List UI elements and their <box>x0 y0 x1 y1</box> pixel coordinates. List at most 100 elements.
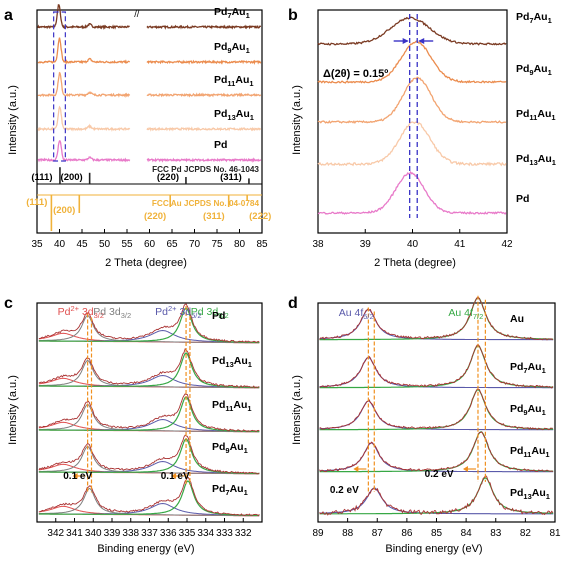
panel-b-arrowhead-right <box>418 38 425 44</box>
panel-a-ylabel: Intensity (a.u.) <box>7 85 19 155</box>
panel-a-series-label: Pd <box>214 139 227 151</box>
panel-c-xtick-label: 335 <box>179 528 196 539</box>
panel-b-arrowhead-left <box>402 38 409 44</box>
panel-c-xtick-label: 338 <box>122 528 139 539</box>
panel-d-xlabel: Binding energy (eV) <box>385 543 482 555</box>
panel-c-xtick-label: 342 <box>47 528 64 539</box>
panel-d-xtick-label: 84 <box>461 528 473 539</box>
panel-d-shift-arrowhead <box>353 466 359 472</box>
panel-a-ref-pd-label: FCC Pd JCPDS No. 46-1043 <box>152 165 259 174</box>
panel-a-curve <box>37 71 262 98</box>
panel-a-references: FCC Pd JCPDS No. 46-1043 (111) (200) (220) (… <box>26 165 271 231</box>
panel-c-fit-pd-52 <box>38 352 260 389</box>
panel-a-series-label: Pd9Au1 <box>214 41 250 55</box>
panel-a-ref-pd-hkl: (311) <box>220 172 242 183</box>
panel-c-xtick-label: 336 <box>160 528 177 539</box>
panel-a-ref-au-label: FCC Au JCPDS No. 04-0784 <box>152 199 260 208</box>
panel-d-shift-label: 0.2 eV <box>330 485 359 496</box>
panel-d-letter: d <box>288 295 298 312</box>
panel-a-curve <box>37 140 262 163</box>
panel-a-xtick-label: 35 <box>31 239 43 250</box>
panel-a-axis-break <box>135 11 142 19</box>
panel-a: a Intensity (a.u.) 2 Theta (degree) 35 40… <box>4 4 271 269</box>
panel-b-xtick-label: 39 <box>360 239 372 250</box>
panel-a-xtick-label: 70 <box>189 239 201 250</box>
panel-a-xtick-label: 55 <box>121 239 133 250</box>
panel-a-frame <box>36 9 263 234</box>
panel-d-ticks: 89 88 87 86 85 84 83 82 81 <box>312 518 561 539</box>
panel-a-break-mark: // <box>134 9 140 19</box>
panel-a-ref-pd-hkl: (220) <box>157 172 179 183</box>
panel-c: c Intensity (a.u.) Binding energy (eV) 3… <box>4 295 263 555</box>
panel-a-xtick-label: 65 <box>166 239 178 250</box>
panel-d-series-label: Pd9Au1 <box>510 403 546 417</box>
panel-a-series-label: Pd13Au1 <box>214 108 254 122</box>
panel-b-letter: b <box>288 7 298 24</box>
panel-c-series-label: Pd11Au1 <box>212 399 252 413</box>
panel-a-ref-au-hkl: (200) <box>53 205 75 216</box>
panel-b-curve <box>317 16 507 46</box>
panel-b-ylabel: Intensity (a.u.) <box>291 85 303 155</box>
panel-c-series-label: Pd9Au1 <box>212 441 248 455</box>
panel-b-curve <box>317 40 507 84</box>
panel-d-xtick-label: 81 <box>549 528 561 539</box>
panel-b-xlabel: 2 Theta (degree) <box>374 257 456 269</box>
panel-b-curve <box>317 76 507 124</box>
panel-a-ref-au-hkl: (111) <box>26 197 47 208</box>
panel-c-frame <box>36 302 263 523</box>
panel-c-xtick-label: 339 <box>104 528 121 539</box>
panel-c-series-label: Pd7Au1 <box>212 483 248 497</box>
panel-d: d Intensity (a.u.) Binding energy (eV) 8… <box>288 295 561 555</box>
panel-b-curve <box>317 170 507 215</box>
panel-c-fit-pd-32 <box>38 359 260 389</box>
panel-c-plot: Pd2+ 3d3/2Pd 3d3/2 Pd2+ 3d5/2Pd 3d5/2 0.1 … <box>36 302 263 523</box>
panel-c-fit-pd-32 <box>38 403 260 433</box>
panel-c-ylabel: Intensity (a.u.) <box>7 375 19 445</box>
panel-b-series-label: Pd9Au1 <box>516 63 552 77</box>
panel-d-raw-data <box>319 431 554 472</box>
panel-d-xtick-label: 88 <box>342 528 354 539</box>
panel-b-series-label: Pd11Au1 <box>516 108 556 122</box>
panel-a-series-labels: Pd7Au1 Pd9Au1 Pd11Au1 Pd13Au1 Pd <box>214 6 254 151</box>
panel-c-shift-label: 0.1 eV <box>63 471 92 482</box>
panel-a-ref-pd-hkl: (111) <box>31 172 52 183</box>
panel-c-raw-data <box>38 393 260 433</box>
panel-c-series-labels: Pd Pd13Au1 Pd11Au1 Pd9Au1 Pd7Au1 <box>212 310 252 497</box>
panel-c-component-label: Pd 3d5/2 <box>191 306 229 320</box>
panel-c-xlabel: Binding energy (eV) <box>97 543 194 555</box>
panel-d-plot: Au 4f5/2 Au 4f7/2 0.2 eV 0.2 eV <box>317 295 556 523</box>
panel-a-xtick-label: 80 <box>234 239 246 250</box>
panel-c-fit-pd-52 <box>38 396 260 433</box>
panel-c-fit-pd-32 <box>38 314 260 344</box>
panel-a-series-label: Pd11Au1 <box>214 74 254 88</box>
panel-c-raw-data <box>38 476 260 517</box>
panel-d-xtick-label: 85 <box>431 528 443 539</box>
panel-a-letter: a <box>4 7 13 24</box>
panel-c-series-label: Pd <box>212 310 225 322</box>
panel-a-xlabel: 2 Theta (degree) <box>105 257 187 269</box>
panel-b-xtick-label: 41 <box>454 239 466 250</box>
panel-c-series-label: Pd13Au1 <box>212 355 252 369</box>
panel-a-xtick-label: 60 <box>144 239 156 250</box>
panel-c-ticks: 342 341 340 339 338 337 336 335 334 333 332 <box>47 518 252 539</box>
panel-c-raw-data <box>38 434 260 475</box>
panel-d-shift-arrowhead <box>462 466 468 472</box>
panel-d-xtick-label: 82 <box>520 528 532 539</box>
panel-b-series-label: Pd <box>516 193 529 205</box>
panel-c-component-label: Pd 3d3/2 <box>93 306 131 320</box>
panel-d-component-label: Au 4f5/2 <box>339 307 374 321</box>
panel-c-fit-pd-32 <box>38 445 260 475</box>
panel-d-series-labels: Au Pd7Au1 Pd9Au1 Pd11Au1 Pd13Au1 <box>510 313 550 501</box>
panel-a-curve <box>37 37 262 66</box>
panel-c-raw-data <box>38 303 260 344</box>
panel-a-xtick-label: 85 <box>256 239 268 250</box>
panel-d-xtick-label: 83 <box>490 528 502 539</box>
panel-b-xtick-label: 42 <box>501 239 513 250</box>
panel-b-delta-annotation: Δ(2θ) = 0.15º <box>323 68 388 80</box>
panel-b-xtick-label: 40 <box>407 239 419 250</box>
panel-d-series-label: Au <box>510 313 524 325</box>
panel-d-raw-data <box>319 296 554 341</box>
panel-c-xtick-label: 337 <box>141 528 158 539</box>
panel-d-raw-data <box>319 475 554 516</box>
